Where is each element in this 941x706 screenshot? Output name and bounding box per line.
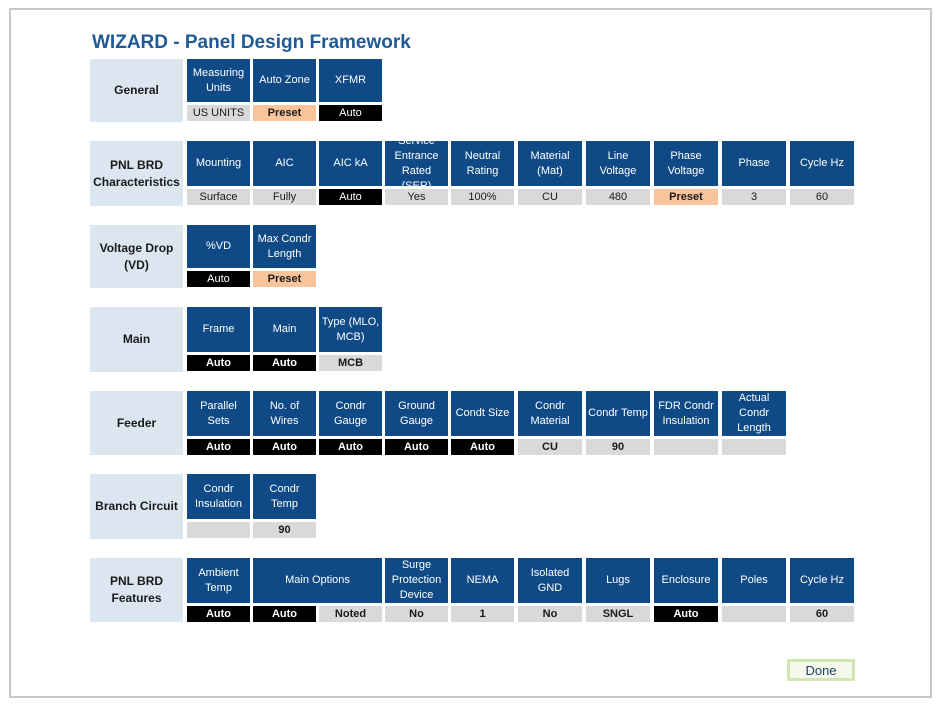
value-main-options-noted[interactable]: Noted	[319, 606, 382, 622]
value-poles[interactable]	[722, 606, 786, 622]
value-main-options[interactable]: Auto	[253, 606, 316, 622]
value-condt-size[interactable]: Auto	[451, 439, 514, 455]
header-frame: Frame	[187, 307, 250, 352]
header-line-voltage: Line Voltage	[586, 141, 650, 186]
value-nema[interactable]: 1	[451, 606, 514, 622]
value-branch-condr-temp[interactable]: 90	[253, 522, 316, 538]
header-parallel-sets: Parallel Sets	[187, 391, 250, 436]
value-condr-temp[interactable]: 90	[586, 439, 650, 455]
header-ambient-temp: Ambient Temp	[187, 558, 250, 603]
value-isolated-gnd[interactable]: No	[518, 606, 582, 622]
section-label-voltage-drop: Voltage Drop (VD)	[90, 225, 183, 288]
header-main: Main	[253, 307, 316, 352]
header-fdr-condr-insulation: FDR Condr Insulation	[654, 391, 718, 436]
value-type-mlo-mcb[interactable]: MCB	[319, 355, 382, 371]
header-service-entrance-rated: Service Entrance Rated (SER)	[385, 135, 448, 192]
header-isolated-gnd: Isolated GND	[518, 558, 582, 603]
header-poles: Poles	[722, 558, 786, 603]
header-neutral-rating: Neutral Rating	[451, 141, 514, 186]
value-features-cycle-hz[interactable]: 60	[790, 606, 854, 622]
section-label-general: General	[90, 59, 183, 122]
value-service-entrance-rated[interactable]: Yes	[385, 189, 448, 205]
header-nema: NEMA	[451, 558, 514, 603]
value-parallel-sets[interactable]: Auto	[187, 439, 250, 455]
value-fdr-condr-insulation[interactable]	[654, 439, 718, 455]
header-aic: AIC	[253, 141, 316, 186]
done-button[interactable]: Done	[787, 659, 855, 681]
header-condt-size: Condt Size	[451, 391, 514, 436]
page-title: WIZARD - Panel Design Framework	[92, 32, 411, 53]
section-label-branch-circuit: Branch Circuit	[90, 474, 183, 539]
value-condr-material[interactable]: CU	[518, 439, 582, 455]
header-enclosure: Enclosure	[654, 558, 718, 603]
section-label-main: Main	[90, 307, 183, 372]
header-surge-protection-device: Surge Protection Device	[385, 558, 448, 603]
header-actual-condr-length: Actual Condr Length	[722, 391, 786, 436]
value-branch-condr-insulation[interactable]	[187, 522, 250, 538]
value-cycle-hz[interactable]: 60	[790, 189, 854, 205]
value-measuring-units[interactable]: US UNITS	[187, 105, 250, 121]
value-condr-gauge[interactable]: Auto	[319, 439, 382, 455]
value-auto-zone[interactable]: Preset	[253, 105, 316, 121]
header-aic-ka: AIC kA	[319, 141, 382, 186]
value-mounting[interactable]: Surface	[187, 189, 250, 205]
value-phase[interactable]: 3	[722, 189, 786, 205]
value-no-of-wires[interactable]: Auto	[253, 439, 316, 455]
section-label-pnl-brd-features: PNL BRD Features	[90, 558, 183, 622]
header-condr-material: Condr Material	[518, 391, 582, 436]
header-condr-temp: Condr Temp	[586, 391, 650, 436]
value-lugs[interactable]: SNGL	[586, 606, 650, 622]
header-no-of-wires: No. of Wires	[253, 391, 316, 436]
header-branch-condr-insulation: Condr Insulation	[187, 474, 250, 519]
header-auto-zone: Auto Zone	[253, 59, 316, 102]
value-enclosure[interactable]: Auto	[654, 606, 718, 622]
value-material[interactable]: CU	[518, 189, 582, 205]
value-max-condr-length[interactable]: Preset	[253, 271, 316, 287]
header-phase-voltage: Phase Voltage	[654, 141, 718, 186]
header-material: Material (Mat)	[518, 141, 582, 186]
header-phase: Phase	[722, 141, 786, 186]
header-mounting: Mounting	[187, 141, 250, 186]
header-cycle-hz: Cycle Hz	[790, 141, 854, 186]
section-label-feeder: Feeder	[90, 391, 183, 455]
value-phase-voltage[interactable]: Preset	[654, 189, 718, 205]
header-features-cycle-hz: Cycle Hz	[790, 558, 854, 603]
value-ground-gauge[interactable]: Auto	[385, 439, 448, 455]
value-line-voltage[interactable]: 480	[586, 189, 650, 205]
header-type-mlo-mcb: Type (MLO, MCB)	[319, 307, 382, 352]
value-neutral-rating[interactable]: 100%	[451, 189, 514, 205]
header-measuring-units: Measuring Units	[187, 59, 250, 102]
value-aic-ka[interactable]: Auto	[319, 189, 382, 205]
section-label-pnl-brd-characteristics: PNL BRD Characteristics	[90, 141, 183, 206]
value-xfmr[interactable]: Auto	[319, 105, 382, 121]
header-condr-gauge: Condr Gauge	[319, 391, 382, 436]
value-surge-protection-device[interactable]: No	[385, 606, 448, 622]
header-ground-gauge: Ground Gauge	[385, 391, 448, 436]
value-percent-vd[interactable]: Auto	[187, 271, 250, 287]
value-main[interactable]: Auto	[253, 355, 316, 371]
header-main-options: Main Options	[253, 558, 382, 603]
header-percent-vd: %VD	[187, 225, 250, 268]
value-actual-condr-length[interactable]	[722, 439, 786, 455]
value-frame[interactable]: Auto	[187, 355, 250, 371]
header-branch-condr-temp: Condr Temp	[253, 474, 316, 519]
value-ambient-temp[interactable]: Auto	[187, 606, 250, 622]
value-aic[interactable]: Fully	[253, 189, 316, 205]
header-max-condr-length: Max Condr Length	[253, 225, 316, 268]
header-xfmr: XFMR	[319, 59, 382, 102]
header-lugs: Lugs	[586, 558, 650, 603]
